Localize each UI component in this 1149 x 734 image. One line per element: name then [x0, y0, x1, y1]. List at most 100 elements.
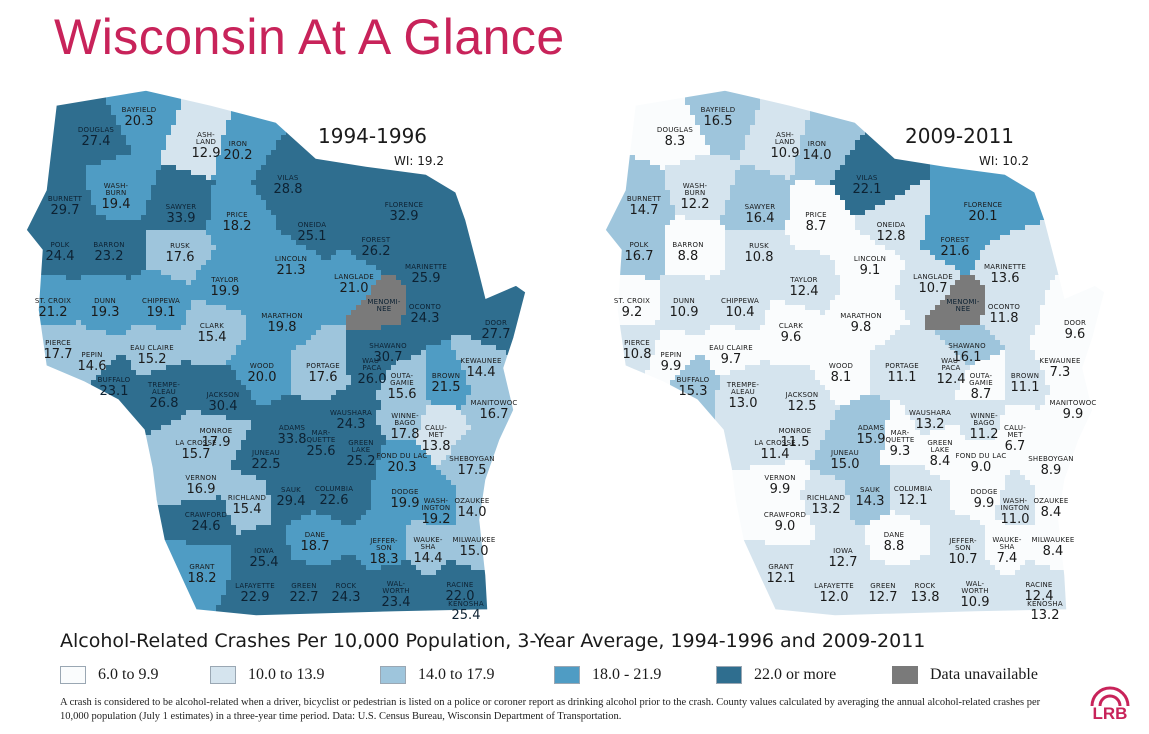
county-lincoln: LINCOLN 21.3: [275, 256, 307, 278]
county-name: ONEIDA: [298, 222, 327, 229]
county-pierce: PIERCE 17.7: [44, 340, 73, 362]
county-value: 13.2: [909, 418, 951, 431]
county-price: PRICE 8.7: [805, 212, 827, 234]
county-name: COLUMBIA: [315, 486, 353, 493]
county-value: 27.4: [78, 135, 114, 148]
county-polk: POLK 24.4: [46, 242, 75, 264]
county-value: 12.9: [192, 147, 221, 160]
county-value: 10.8: [623, 348, 652, 361]
county-name: MILWAUKEE: [1031, 537, 1074, 544]
county-name: GREEN LAKE: [927, 440, 952, 454]
county-name: MARINETTE: [984, 264, 1026, 271]
county-oconto: OCONTO 24.3: [409, 304, 441, 326]
county-crawford: CRAWFORD 9.0: [764, 512, 806, 534]
county-name: POLK: [46, 242, 75, 249]
county-value: 20.2: [224, 149, 253, 162]
county-value: 21.2: [35, 306, 71, 319]
county-iowa: IOWA 25.4: [250, 548, 279, 570]
county-name: WAUKE- SHA: [413, 537, 442, 551]
county-name: OUTA- GAMIE: [969, 373, 993, 387]
county-value: 25.2: [347, 455, 376, 468]
county-name: RACINE: [446, 582, 475, 589]
county-sauk: SAUK 29.4: [277, 487, 306, 509]
county-wauke-sha: WAUKE- SHA 7.4: [992, 537, 1021, 566]
county-name: SAWYER: [745, 204, 776, 211]
county-wash-ington: WASH- INGTON 19.2: [422, 498, 451, 527]
county-name: MARINETTE: [405, 264, 447, 271]
county-name: CLARK: [198, 323, 227, 330]
county-value: 12.4: [1025, 590, 1054, 603]
county-name: MARATHON: [261, 313, 303, 320]
county-name: LINCOLN: [854, 256, 886, 263]
county-oconto: OCONTO 11.8: [988, 304, 1020, 326]
county-value: 14.4: [413, 552, 443, 565]
county-value: 8.3: [657, 135, 693, 148]
county-name: MONROE: [200, 428, 233, 435]
page-title: Wisconsin At A Glance: [54, 8, 565, 66]
county-dodge: DODGE 19.9: [391, 489, 420, 511]
county-value: 24.3: [332, 591, 361, 604]
county-oneida: ONEIDA 25.1: [298, 222, 327, 244]
county-racine: RACINE 22.0: [446, 582, 475, 604]
county-name: DUNN: [670, 298, 699, 305]
county-value: 20.3: [122, 115, 157, 128]
legend-item: 14.0 to 17.9: [380, 663, 494, 687]
county-name: DOOR: [1064, 320, 1086, 327]
county-name: SHAWANO: [948, 343, 986, 350]
county-value: 9.9: [660, 360, 682, 373]
county-green: GREEN 22.7: [290, 583, 319, 605]
county-value: 26.0: [358, 373, 387, 386]
county-name: IOWA: [250, 548, 279, 555]
county-name: FLORENCE: [385, 202, 424, 209]
county-wau-paca: WAU- PACA 26.0: [358, 358, 387, 387]
county-name: RACINE: [1025, 582, 1054, 589]
county-name: JACKSON: [207, 392, 240, 399]
county-value: 11.5: [779, 436, 812, 449]
county-value: 23.4: [382, 596, 411, 609]
county-value: 15.3: [677, 385, 710, 398]
county-value: 18.2: [223, 220, 252, 233]
county-wal-worth: WAL- WORTH 23.4: [382, 581, 411, 610]
county-value: 7.3: [1039, 366, 1080, 379]
county-lafayette: LAFAYETTE 12.0: [814, 583, 854, 605]
county-value: 32.9: [385, 210, 424, 223]
county-racine: RACINE 12.4: [1025, 582, 1054, 604]
county-calu-met: CALU- MET 6.7: [1004, 425, 1026, 454]
county-marinette: MARINETTE 25.9: [405, 264, 447, 286]
county-name: RUSK: [745, 243, 774, 250]
chart-subtitle: Alcohol-Related Crashes Per 10,000 Popul…: [60, 630, 925, 652]
county-trempe-aleau: TREMPE- ALEAU 26.8: [148, 382, 180, 411]
county-name: JEFFER- SON: [949, 538, 978, 552]
county-door: DOOR 9.6: [1064, 320, 1086, 342]
county-vernon: VERNON 9.9: [764, 475, 795, 497]
county-value: 9.3: [885, 445, 914, 458]
county-value: 15.7: [175, 448, 216, 461]
legend-label: 18.0 - 21.9: [592, 666, 661, 684]
county-menomi-nee: MENOMI- NEE: [367, 299, 400, 313]
county-value: 8.8: [884, 540, 905, 553]
county-name: DANE: [884, 532, 905, 539]
county-value: 16.4: [745, 212, 776, 225]
county-green: GREEN 12.7: [869, 583, 898, 605]
county-name: DANE: [301, 532, 330, 539]
county-value: 28.8: [274, 183, 303, 196]
county-name: WAUSHARA: [909, 410, 951, 417]
county-trempe-aleau: TREMPE- ALEAU 13.0: [727, 382, 759, 411]
county-juneau: JUNEAU 15.0: [831, 450, 860, 472]
county-value: 8.7: [805, 220, 827, 233]
county-name: FLORENCE: [964, 202, 1003, 209]
county-name: RICHLAND: [228, 495, 266, 502]
county-value: 11.2: [970, 428, 999, 441]
county-value: 10.7: [913, 282, 953, 295]
county-name: KENOSHA: [1027, 601, 1063, 608]
county-pepin: PEPIN 14.6: [78, 352, 107, 374]
county-juneau: JUNEAU 22.5: [252, 450, 281, 472]
county-name: WOOD: [248, 363, 277, 370]
county-name: TREMPE- ALEAU: [148, 382, 180, 396]
county-sheboygan: SHEBOYGAN 17.5: [449, 456, 494, 478]
legend-item: 18.0 - 21.9: [554, 663, 661, 687]
county-name: TAYLOR: [790, 277, 819, 284]
county-bayfield: BAYFIELD 16.5: [701, 107, 736, 129]
county-name: WASH- BURN: [681, 183, 710, 197]
county-name: LAFAYETTE: [814, 583, 854, 590]
